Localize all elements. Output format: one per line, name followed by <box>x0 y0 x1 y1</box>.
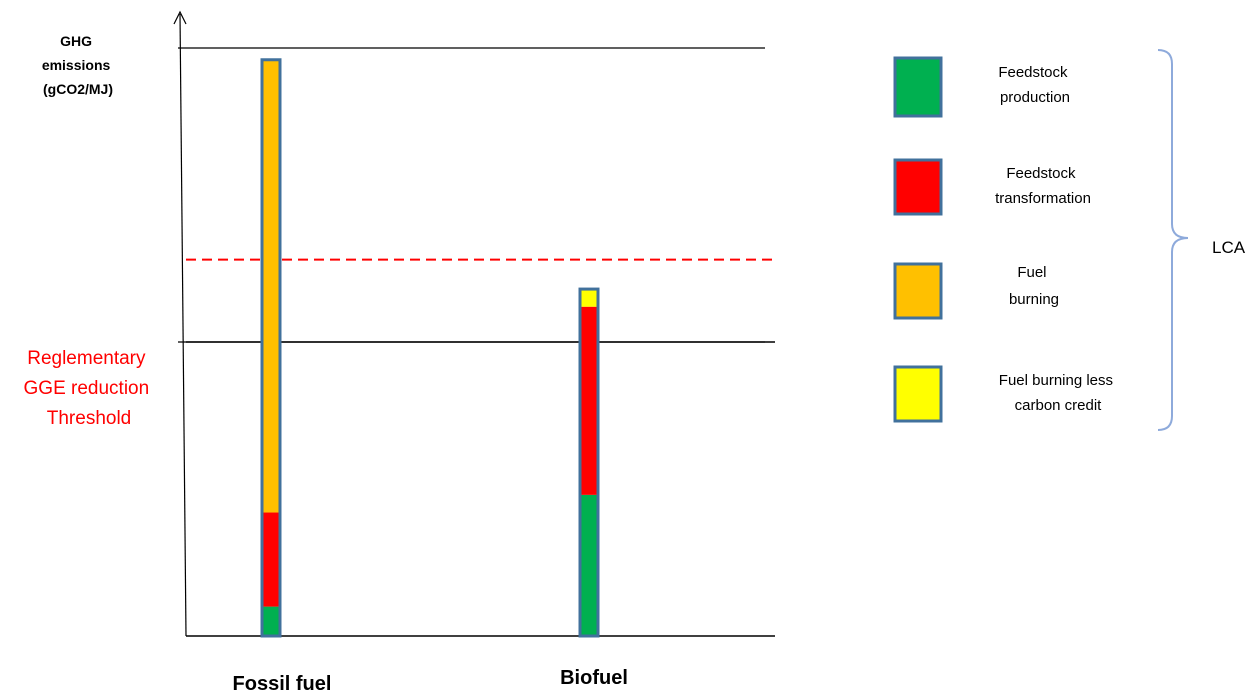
legend-swatch-feedstock-production <box>895 58 941 116</box>
bar-biofuel-feedstock-production <box>580 495 598 636</box>
legend: Feedstock production Feedstock transform… <box>895 58 1117 421</box>
bar-biofuel-fuel-burning-less-carbon-credit <box>580 289 598 307</box>
legend-label-fuel-burning-less-carbon-credit: Fuel burning less carbon credit <box>999 372 1117 414</box>
bar-fossil-fuel-fuel-burning <box>262 60 280 513</box>
lca-label: LCA <box>1212 238 1246 257</box>
bars <box>262 60 598 636</box>
threshold-label-line-3: Threshold <box>47 408 132 429</box>
legend-label-feedstock-production: Feedstock production <box>998 64 1071 106</box>
y-axis-label-line-2: emissions <box>42 57 111 73</box>
bar-fossil-fuel-feedstock-production <box>262 607 280 636</box>
y-axis <box>174 12 186 636</box>
legend-swatch-feedstock-transformation <box>895 160 941 214</box>
lca-brace <box>1158 50 1188 430</box>
threshold-label-line-1: Reglementary <box>27 348 146 369</box>
threshold-label: Reglementary GGE reduction Threshold <box>24 348 155 429</box>
category-label-biofuel: Biofuel <box>560 667 628 689</box>
legend-swatch-fuel-burning <box>895 264 941 318</box>
legend-swatch-fuel-burning-less-carbon-credit <box>895 367 941 421</box>
legend-label-feedstock-transformation: Feedstock transformation <box>995 165 1091 207</box>
bar-biofuel-feedstock-transformation <box>580 307 598 495</box>
y-axis-label: GHG emissions (gCO2/MJ) <box>42 33 114 97</box>
bar-fossil-fuel-feedstock-transformation <box>262 513 280 607</box>
category-label-fossil-fuel: Fossil fuel <box>233 673 332 693</box>
y-axis-label-line-3: (gCO2/MJ) <box>43 81 113 97</box>
threshold-label-line-2: GGE reduction <box>24 378 150 399</box>
y-axis-label-line-1: GHG <box>60 33 92 49</box>
legend-label-fuel-burning: Fuel burning <box>1009 264 1059 308</box>
